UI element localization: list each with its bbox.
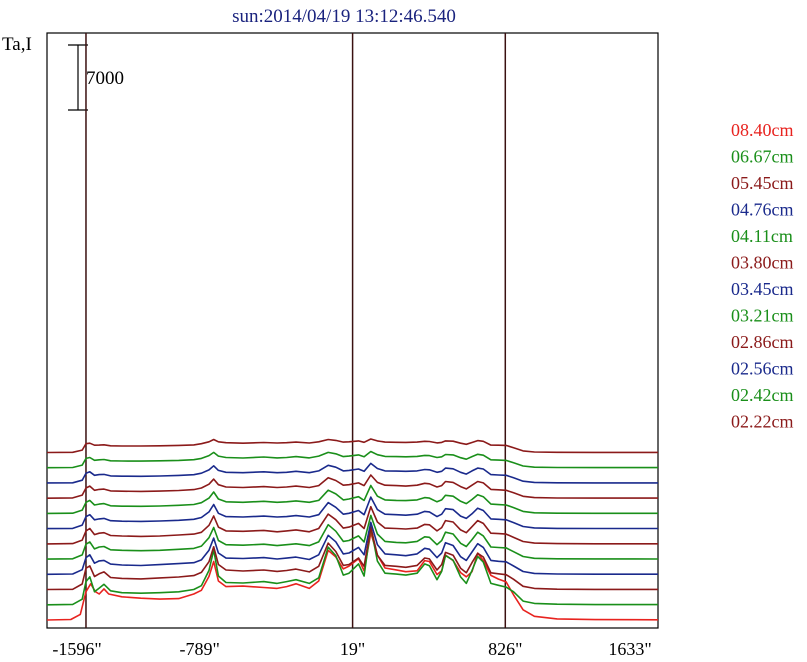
legend-entry: 03.21cm [731,306,794,326]
x-tick-labels: -1596" -789" 19" 826" 1633" [52,639,651,659]
scale-bar-label: 7000 [86,68,124,89]
series-line-04.11cm [46,514,659,560]
series-line-03.21cm [46,484,658,515]
series-line-03.80cm [46,505,658,545]
vertical-markers [85,33,507,628]
series-line-02.22cm [46,438,658,454]
series-line-02.42cm [46,450,658,469]
legend-entry: 03.80cm [731,253,794,273]
series-line-05.45cm [46,526,658,591]
legend-entry: 02.42cm [731,385,794,405]
x-tick-label: -789" [180,639,220,659]
legend: 08.40cm 06.67cm 05.45cm 04.76cm 04.11cm 03.80… [731,120,794,432]
legend-entry: 03.45cm [731,279,794,299]
legend-entry: 04.11cm [731,226,793,246]
y-axis-label: Ta,I [2,34,32,55]
legend-entry: 02.56cm [731,359,794,379]
series-line-06.67cm [46,525,658,606]
legend-entry: 02.22cm [731,412,794,432]
legend-entry: 05.45cm [731,173,794,193]
legend-entry: 02.86cm [731,332,794,352]
series-lines [46,438,659,621]
x-tick-label: 826" [488,639,522,659]
x-tick-label: -1596" [52,639,101,659]
series-line-02.56cm [46,462,658,484]
x-tick-label: 1633" [608,639,651,659]
scale-bar: 7000 [68,44,124,111]
chart-title: sun:2014/04/19 13:12:46.540 [232,6,456,27]
legend-entry: 08.40cm [731,120,794,140]
x-tick-label: 19" [340,639,365,659]
series-line-03.45cm [46,496,658,530]
series-line-08.40cm [46,531,659,621]
legend-entry: 04.76cm [731,200,794,220]
series-line-04.76cm [46,521,658,576]
series-line-02.86cm [46,474,658,499]
legend-entry: 06.67cm [731,147,794,167]
